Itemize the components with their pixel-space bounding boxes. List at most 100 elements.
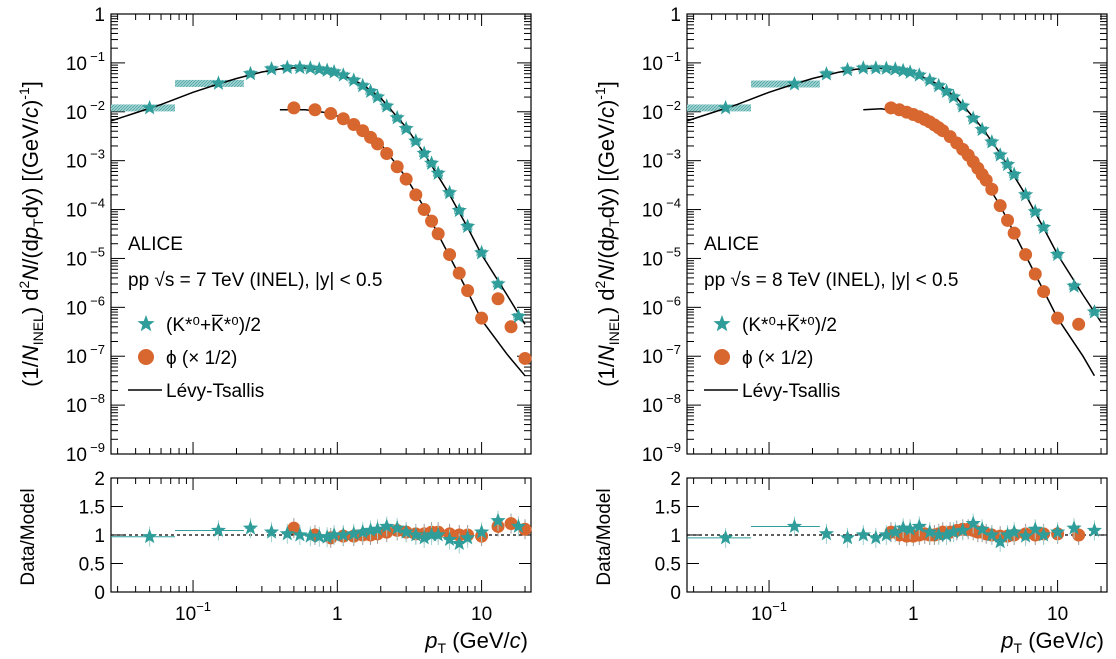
- y-tick-exponent: −4: [90, 196, 105, 211]
- kstar-ratio-point: [362, 522, 379, 537]
- kstar-ratio-point: [887, 524, 903, 539]
- y-tick-exponent: −3: [666, 147, 681, 162]
- x-axis-title: pT (GeV/c): [424, 628, 528, 656]
- kstar-ratio-point: [302, 528, 318, 543]
- y-tick-label: 10: [66, 347, 87, 368]
- kstar-ratio-point: [263, 524, 280, 539]
- kstar-ratio-point: [451, 535, 467, 551]
- kstar-data-point: [984, 134, 1000, 149]
- kstar-ratio-point: [911, 518, 927, 533]
- y-tick-label: 10: [66, 152, 87, 173]
- phi-data-point: [504, 320, 518, 334]
- y-tick-label: 10: [66, 103, 87, 124]
- kstar-ratio-point: [1049, 524, 1066, 539]
- phi-data-point: [308, 103, 322, 117]
- kstar-ratio-point: [1036, 527, 1052, 542]
- spectrum-plot-area: 10 −910 −810 −710 −610 −510 −410 −310 −210 −11: [642, 5, 1108, 466]
- plot-frame: [110, 13, 532, 455]
- kstar-data-point: [473, 244, 490, 260]
- kstar-data-point: [992, 147, 1008, 162]
- kstar-data-point: [911, 67, 927, 82]
- phi-data-point: [1072, 317, 1086, 331]
- kstar-ratio-point: [984, 527, 1000, 542]
- x-tick-label: 10: [1047, 604, 1068, 625]
- kstar-data-point: [210, 75, 227, 90]
- x-tick-label: 10−1: [175, 599, 211, 625]
- kstar-ratio-point: [945, 524, 962, 539]
- kstar-data-point: [460, 218, 476, 233]
- kstar-ratio-point: [938, 527, 955, 542]
- kstar-data-point: [938, 83, 955, 98]
- kstar-data-point: [389, 109, 405, 125]
- kstar-syst-box: [111, 104, 176, 112]
- ratio-y-axis-label: Data/Model: [18, 488, 39, 585]
- phi-data-point: [518, 351, 532, 365]
- kstar-ratio-point: [868, 529, 884, 545]
- experiment-label: ALICE: [704, 234, 759, 255]
- kstar-syst-box: [751, 80, 820, 88]
- kstar-data-point: [355, 77, 371, 93]
- kstar-ratio-point: [999, 527, 1016, 542]
- kstar-data-point: [242, 65, 259, 81]
- legend-phi-label: ϕ (× 1/2): [742, 348, 813, 369]
- kstar-data-point: [302, 60, 318, 75]
- phi-data-point: [371, 137, 385, 151]
- kstar-data-point: [379, 98, 395, 113]
- kstar-data-point: [965, 110, 981, 125]
- kstar-data-point: [279, 59, 295, 75]
- kstar-data-point: [423, 155, 440, 170]
- legend-circle-marker: [138, 349, 154, 365]
- kstar-ratio-point: [335, 527, 351, 542]
- phi-data-point: [1019, 248, 1033, 262]
- kstar-ratio-point: [441, 531, 458, 547]
- y-tick-label: 10: [66, 54, 87, 75]
- kstar-ratio-point: [142, 528, 158, 544]
- kstar-data-point: [142, 99, 158, 115]
- kstar-data-point: [999, 156, 1016, 172]
- y-tick-label: 10: [642, 396, 663, 417]
- legend-kstar: (K*⁰+K̅*⁰)/2: [713, 315, 837, 336]
- ratio-tick-label: 2: [670, 469, 681, 490]
- y-tick-exponent: −7: [666, 342, 681, 357]
- phi-data-point: [287, 101, 301, 115]
- ratio-tick-label: 0: [94, 583, 105, 604]
- y-tick-label: 10: [66, 201, 87, 222]
- y-tick-label: 10: [642, 347, 663, 368]
- phi-data-point: [461, 284, 475, 298]
- kstar-data-point: [326, 64, 342, 79]
- y-tick-label: 10: [66, 396, 87, 417]
- kstar-ratio-point: [878, 527, 894, 542]
- kstar-data-point: [818, 66, 835, 81]
- y-tick-exponent: −7: [90, 342, 105, 357]
- legend-fit-label: Lévy-Tsallis: [742, 381, 840, 402]
- levy-tsallis-fit-phi: [279, 109, 526, 377]
- y-tick-exponent: −5: [666, 244, 681, 259]
- kstar-ratio-point: [423, 527, 440, 542]
- kstar-data-point: [311, 61, 327, 76]
- kstar-ratio-point: [902, 521, 918, 536]
- legend-kstar-label: (K*⁰+K̅*⁰)/2: [742, 315, 837, 336]
- phi-data-point: [417, 203, 431, 217]
- ratio-tick-label: 0: [670, 583, 681, 604]
- y-tick-label: 10: [642, 54, 663, 75]
- kstar-ratio-point: [408, 527, 424, 542]
- y-tick-label: 10: [642, 152, 663, 173]
- kstar-data-point: [922, 72, 938, 87]
- legend-kstar-label: (K*⁰+K̅*⁰)/2: [166, 315, 261, 336]
- legend-kstar: (K*⁰+K̅*⁰)/2: [137, 315, 261, 336]
- kstar-data-point: [974, 121, 990, 137]
- kstar-data-point: [335, 67, 351, 82]
- panel-left: 10 −910 −810 −710 −610 −510 −410 −310 −210 −11 10…: [16, 5, 532, 656]
- kstar-ratio-point: [922, 524, 938, 539]
- panel-right: 10 −910 −810 −710 −610 −510 −410 −310 −210 −11 10…: [592, 5, 1108, 656]
- y-tick-exponent: −9: [90, 440, 105, 455]
- kstar-data-point: [878, 60, 894, 75]
- kstar-data-point: [346, 72, 362, 87]
- y-tick-exponent: −1: [90, 49, 105, 64]
- kstar-data-point: [369, 89, 386, 104]
- kstar-data-point: [1006, 166, 1022, 182]
- phi-data-point: [380, 147, 394, 161]
- kstar-ratio-point: [389, 520, 405, 535]
- ratio-tick-label: 0.5: [79, 555, 105, 576]
